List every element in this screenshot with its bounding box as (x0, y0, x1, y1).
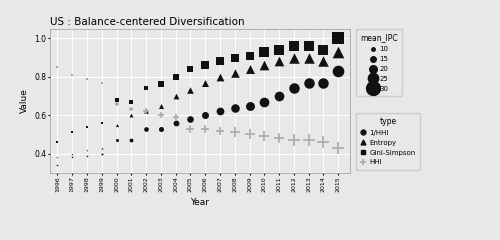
Point (246, 67, 254, 71)
Point (320, 140, 328, 144)
Point (172, 121, 179, 125)
Point (334, 36, 342, 40)
Point (54, 163, 62, 167)
Point (98, 121, 106, 125)
Point (172, 115, 179, 119)
Point (320, 48, 328, 52)
Point (260, 134, 268, 138)
Point (275, 60, 283, 63)
Point (157, 113, 165, 117)
Point (128, 138, 136, 142)
Point (128, 113, 136, 117)
Point (230, 131, 238, 134)
Point (260, 100, 268, 104)
Point (216, 109, 224, 113)
Point (83, 154, 91, 157)
Point (186, 117, 194, 121)
Point (290, 86, 298, 90)
Point (83, 125, 91, 129)
Point (230, 71, 238, 75)
Point (201, 113, 209, 117)
Point (83, 148, 91, 152)
Point (68, 131, 76, 134)
Point (68, 156, 76, 159)
Point (275, 94, 283, 98)
Point (201, 63, 209, 67)
Point (334, 50, 342, 54)
Point (172, 94, 179, 98)
Point (83, 77, 91, 81)
Point (304, 44, 312, 48)
Point (98, 152, 106, 156)
Text: US : Balance-centered Diversification: US : Balance-centered Diversification (50, 17, 244, 27)
Point (230, 106, 238, 109)
Point (142, 109, 150, 113)
Point (186, 127, 194, 131)
Point (290, 138, 298, 142)
Point (275, 136, 283, 140)
Point (98, 146, 106, 150)
Point (290, 44, 298, 48)
Point (246, 54, 254, 58)
Point (54, 65, 62, 69)
Point (201, 81, 209, 84)
Point (112, 123, 120, 127)
Point (157, 83, 165, 86)
Point (201, 127, 209, 131)
Point (142, 86, 150, 90)
Point (172, 75, 179, 79)
Point (112, 102, 120, 106)
Legend: 1/HHI, Entropy, Gini-Simpson, HHI: 1/HHI, Entropy, Gini-Simpson, HHI (356, 113, 420, 169)
Point (246, 104, 254, 108)
Point (334, 69, 342, 73)
Point (216, 60, 224, 63)
Point (186, 88, 194, 92)
Point (186, 67, 194, 71)
Point (216, 75, 224, 79)
Point (157, 104, 165, 108)
Point (230, 56, 238, 60)
Point (260, 50, 268, 54)
Point (290, 56, 298, 60)
Point (320, 81, 328, 84)
Point (260, 63, 268, 67)
X-axis label: Year: Year (190, 198, 210, 207)
Point (275, 48, 283, 52)
Point (304, 56, 312, 60)
Point (216, 129, 224, 132)
Point (68, 152, 76, 156)
Point (334, 146, 342, 150)
Point (54, 156, 62, 159)
Y-axis label: Value: Value (20, 88, 29, 113)
Point (304, 81, 312, 84)
Point (112, 98, 120, 102)
Point (157, 127, 165, 131)
Point (112, 138, 120, 142)
Point (246, 132, 254, 136)
Point (128, 100, 136, 104)
Point (128, 108, 136, 111)
Point (142, 109, 150, 113)
Point (304, 138, 312, 142)
Point (98, 81, 106, 84)
Point (142, 127, 150, 131)
Point (68, 73, 76, 77)
Point (320, 60, 328, 63)
Point (54, 140, 62, 144)
